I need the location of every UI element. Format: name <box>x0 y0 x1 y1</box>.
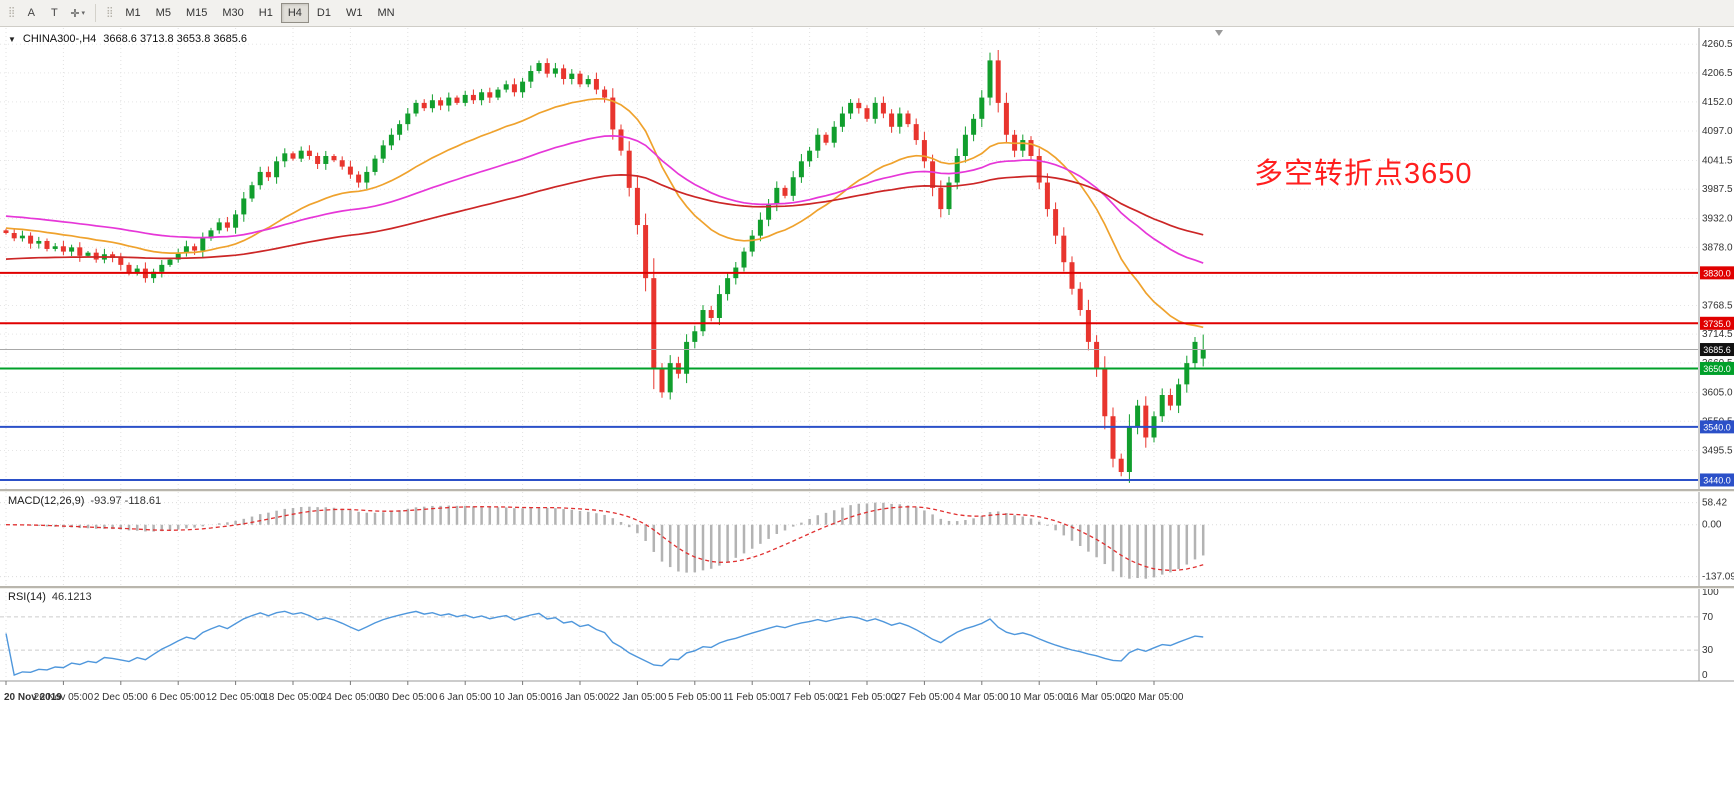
svg-text:6 Jan 05:00: 6 Jan 05:00 <box>439 692 492 703</box>
svg-text:3650.0: 3650.0 <box>1703 364 1731 374</box>
chart-text-annotation[interactable]: 多空转折点3650 <box>1254 158 1473 190</box>
svg-text:3685.6: 3685.6 <box>1703 345 1731 355</box>
svg-text:18 Dec 05:00: 18 Dec 05:00 <box>263 692 323 703</box>
annotations-tool-button[interactable]: A <box>20 3 42 23</box>
svg-text:3540.0: 3540.0 <box>1703 422 1731 432</box>
crosshair-icon: ✛ <box>70 7 80 20</box>
svg-text:4152.0: 4152.0 <box>1702 97 1733 108</box>
svg-text:24 Dec 05:00: 24 Dec 05:00 <box>321 692 381 703</box>
panel-splitter-rsi[interactable] <box>0 586 1734 589</box>
toolbar-separator <box>95 4 97 22</box>
axis-badge-bid <box>1700 343 1734 357</box>
svg-text:27 Feb 05:00: 27 Feb 05:00 <box>895 692 954 703</box>
svg-text:0.00: 0.00 <box>1702 520 1722 531</box>
timeframe-h4-button[interactable]: H4 <box>280 3 309 23</box>
chart-title: CHINA300-,H4 <box>22 33 97 45</box>
hlines-layer[interactable] <box>0 271 1698 481</box>
grid-layer <box>0 28 1698 680</box>
toolbar-drag-handle-icon[interactable]: ⣿ <box>8 7 16 18</box>
macd-indicator-label: MACD(12,26,9) -93.97 -118.61 <box>8 495 161 507</box>
svg-text:3768.5: 3768.5 <box>1702 301 1733 312</box>
svg-text:12 Dec 05:00: 12 Dec 05:00 <box>206 692 266 703</box>
svg-text:4041.5: 4041.5 <box>1702 156 1733 167</box>
svg-text:20 Nov 2019: 20 Nov 2019 <box>4 692 62 703</box>
axis-badge-3540.0 <box>1700 420 1734 434</box>
rsi-panel[interactable] <box>0 610 1698 676</box>
svg-text:6 Dec 05:00: 6 Dec 05:00 <box>151 692 205 703</box>
svg-text:11 Feb 05:00: 11 Feb 05:00 <box>723 692 782 703</box>
timeframe-m30-button[interactable]: M30 <box>215 3 250 23</box>
macd-name: MACD(12,26,9) <box>8 495 85 507</box>
svg-text:58.42: 58.42 <box>1702 498 1727 509</box>
timeframe-d1-button[interactable]: D1 <box>310 3 338 23</box>
chart-header: ▼ CHINA300-,H4 3668.6 3713.8 3653.8 3685… <box>8 33 247 45</box>
svg-text:4206.5: 4206.5 <box>1702 68 1733 79</box>
svg-text:3605.0: 3605.0 <box>1702 387 1733 398</box>
timeframe-m15-button[interactable]: M15 <box>179 3 214 23</box>
chart-shift-marker[interactable] <box>1215 30 1223 36</box>
svg-text:4097.0: 4097.0 <box>1702 126 1733 137</box>
svg-text:26 Nov 05:00: 26 Nov 05:00 <box>34 692 94 703</box>
ma-slow[interactable] <box>5 174 1204 260</box>
axis-badge-3440.0 <box>1700 473 1734 487</box>
rsi-name: RSI(14) <box>8 591 46 603</box>
svg-text:3495.5: 3495.5 <box>1702 445 1733 456</box>
svg-text:3932.0: 3932.0 <box>1702 214 1733 225</box>
macd-signal-line <box>5 506 1204 572</box>
svg-text:70: 70 <box>1702 612 1714 623</box>
rsi-indicator-label: RSI(14) 46.1213 <box>8 591 92 603</box>
dropdown-caret-icon: ▾ <box>81 10 86 17</box>
svg-text:4260.5: 4260.5 <box>1702 39 1733 50</box>
svg-text:10 Jan 05:00: 10 Jan 05:00 <box>494 692 552 703</box>
svg-text:-137.09: -137.09 <box>1702 572 1734 583</box>
svg-text:3735.0: 3735.0 <box>1703 319 1731 329</box>
svg-text:30: 30 <box>1702 645 1714 656</box>
svg-text:0: 0 <box>1702 670 1708 681</box>
svg-text:21 Feb 05:00: 21 Feb 05:00 <box>838 692 897 703</box>
collapse-chart-icon[interactable]: ▼ <box>8 34 16 44</box>
timeframe-m1-button[interactable]: M1 <box>118 3 147 23</box>
text-tool-button[interactable]: T <box>43 3 65 23</box>
svg-text:22 Jan 05:00: 22 Jan 05:00 <box>608 692 666 703</box>
svg-text:5 Feb 05:00: 5 Feb 05:00 <box>668 692 722 703</box>
axis-badge-3650.0 <box>1700 361 1734 375</box>
svg-text:20 Mar 05:00: 20 Mar 05:00 <box>1125 692 1184 703</box>
ma-medium[interactable] <box>5 135 1204 264</box>
chart-ohlc-values: 3668.6 3713.8 3653.8 3685.6 <box>103 33 248 45</box>
svg-text:100: 100 <box>1702 587 1719 598</box>
crosshair-tool-button[interactable]: ✛ ▾ <box>66 3 89 23</box>
svg-text:30 Dec 05:00: 30 Dec 05:00 <box>378 692 438 703</box>
toolbar: ⣿ A T ✛ ▾ ⣿ M1 M5 M15 M30 H1 H4 D1 W1 MN <box>0 0 1734 27</box>
timeframe-w1-button[interactable]: W1 <box>339 3 370 23</box>
rsi-line <box>5 610 1204 676</box>
svg-text:3714.5: 3714.5 <box>1702 329 1733 340</box>
ma-fast[interactable] <box>5 97 1204 329</box>
svg-text:3987.5: 3987.5 <box>1702 184 1733 195</box>
svg-text:16 Mar 05:00: 16 Mar 05:00 <box>1067 692 1126 703</box>
timeframes-drag-handle-icon[interactable]: ⣿ <box>106 7 114 18</box>
axis-badge-3830.0 <box>1700 266 1734 280</box>
panel-splitter-macd[interactable] <box>0 489 1734 492</box>
axis-badge-3735.0 <box>1700 316 1734 330</box>
macd-panel[interactable] <box>0 502 1698 579</box>
svg-text:16 Jan 05:00: 16 Jan 05:00 <box>551 692 609 703</box>
rsi-value: 46.1213 <box>51 591 92 603</box>
main-plot[interactable] <box>3 30 1224 483</box>
svg-text:17 Feb 05:00: 17 Feb 05:00 <box>780 692 839 703</box>
timeframe-h1-button[interactable]: H1 <box>252 3 280 23</box>
timeframe-mn-button[interactable]: MN <box>370 3 401 23</box>
svg-text:3440.0: 3440.0 <box>1703 475 1731 485</box>
svg-text:3830.0: 3830.0 <box>1703 268 1731 278</box>
svg-text:2 Dec 05:00: 2 Dec 05:00 <box>94 692 148 703</box>
svg-text:4 Mar 05:00: 4 Mar 05:00 <box>955 692 1009 703</box>
svg-text:3878.0: 3878.0 <box>1702 242 1733 253</box>
macd-values: -93.97 -118.61 <box>90 495 162 507</box>
price-axis[interactable]: 58.42 0.00 -137.09 100 70 30 0 4260.5 4206.5 4152… <box>1698 28 1734 681</box>
timeframe-m5-button[interactable]: M5 <box>149 3 178 23</box>
svg-text:10 Mar 05:00: 10 Mar 05:00 <box>1010 692 1069 703</box>
